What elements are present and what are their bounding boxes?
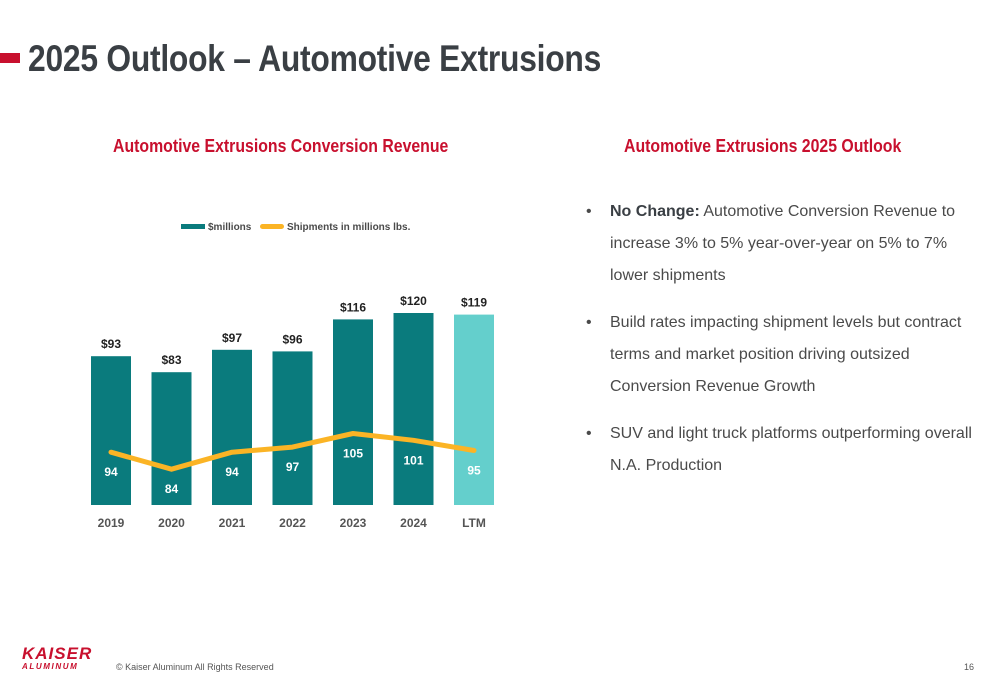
conversion-revenue-chart: $millions Shipments in millions lbs. $93 20… (91, 222, 494, 530)
logo-wordmark-bottom: ALUMINUM (22, 662, 79, 671)
bar-value-label: $119 (461, 296, 487, 310)
page-number: 16 (963, 662, 974, 672)
x-tick-label: 2023 (340, 516, 367, 530)
shipments-value-label: 101 (403, 453, 423, 467)
bar-value-label: $97 (222, 331, 242, 345)
bar-revenue-LTM (454, 314, 494, 505)
x-tick-label: 2019 (98, 516, 125, 530)
bar-revenue-2024 (393, 313, 434, 505)
shipments-value-label: 84 (165, 482, 179, 496)
bar-value-label: $93 (101, 337, 121, 351)
shipments-value-label: 95 (467, 464, 481, 478)
kaiser-aluminum-logo: KAISER ALUMINUM (22, 644, 102, 672)
legend-label-shipments: Shipments in millions lbs. (287, 222, 411, 233)
outlook-bullet: • Build rates impacting shipment levels b… (584, 307, 974, 403)
outlook-bullet: • No Change: Automotive Conversion Revenu… (584, 196, 974, 292)
title-accent-bar (0, 53, 20, 63)
shipments-value-label: 97 (286, 460, 300, 474)
x-tick-label: 2020 (158, 516, 185, 530)
shipments-value-label: 105 (343, 447, 363, 461)
bar-revenue-2019 (91, 356, 131, 505)
bar-revenue-2021 (212, 349, 252, 505)
bullet-marker: • (586, 425, 592, 442)
shipments-value-label: 94 (104, 465, 118, 479)
x-tick-label: LTM (462, 516, 486, 530)
bullet-lead: No Change: (610, 203, 700, 220)
x-tick-label: 2024 (400, 516, 427, 530)
bar-value-label: $83 (161, 353, 181, 367)
shipments-value-label: 94 (225, 465, 239, 479)
bullet-text: SUV and light truck platforms outperform… (610, 425, 972, 474)
bullet-text: Build rates impacting shipment levels bu… (610, 314, 962, 395)
footer-copyright: © Kaiser Aluminum All Rights Reserved (116, 662, 274, 672)
bar-value-label: $120 (400, 294, 427, 308)
bullet-marker: • (586, 203, 592, 220)
bar-revenue-2023 (333, 319, 373, 505)
bar-value-label: $96 (282, 332, 302, 346)
outlook-heading: Automotive Extrusions 2025 Outlook (624, 136, 902, 156)
bar-value-label: $116 (340, 300, 366, 314)
legend-swatch-revenue (181, 224, 205, 229)
x-tick-label: 2022 (279, 516, 306, 530)
shipments-line (108, 431, 477, 472)
x-tick-label: 2021 (219, 516, 246, 530)
chart-heading: Automotive Extrusions Conversion Revenue (113, 136, 449, 156)
logo-wordmark-top: KAISER (22, 644, 93, 663)
bar-revenue-2020 (151, 372, 192, 505)
bullet-text: Automotive Conversion Revenue to increas… (610, 203, 956, 284)
outlook-bullet: • SUV and light truck platforms outperfor… (584, 418, 974, 482)
bar-revenue-2022 (272, 351, 313, 505)
legend-label-revenue: $millions (208, 222, 252, 233)
outlook-bullet-list: • No Change: Automotive Conversion Revenu… (584, 196, 974, 497)
bullet-marker: • (586, 314, 592, 331)
legend-swatch-shipments (260, 224, 284, 229)
page-title: 2025 Outlook – Automotive Extrusions (28, 38, 602, 79)
